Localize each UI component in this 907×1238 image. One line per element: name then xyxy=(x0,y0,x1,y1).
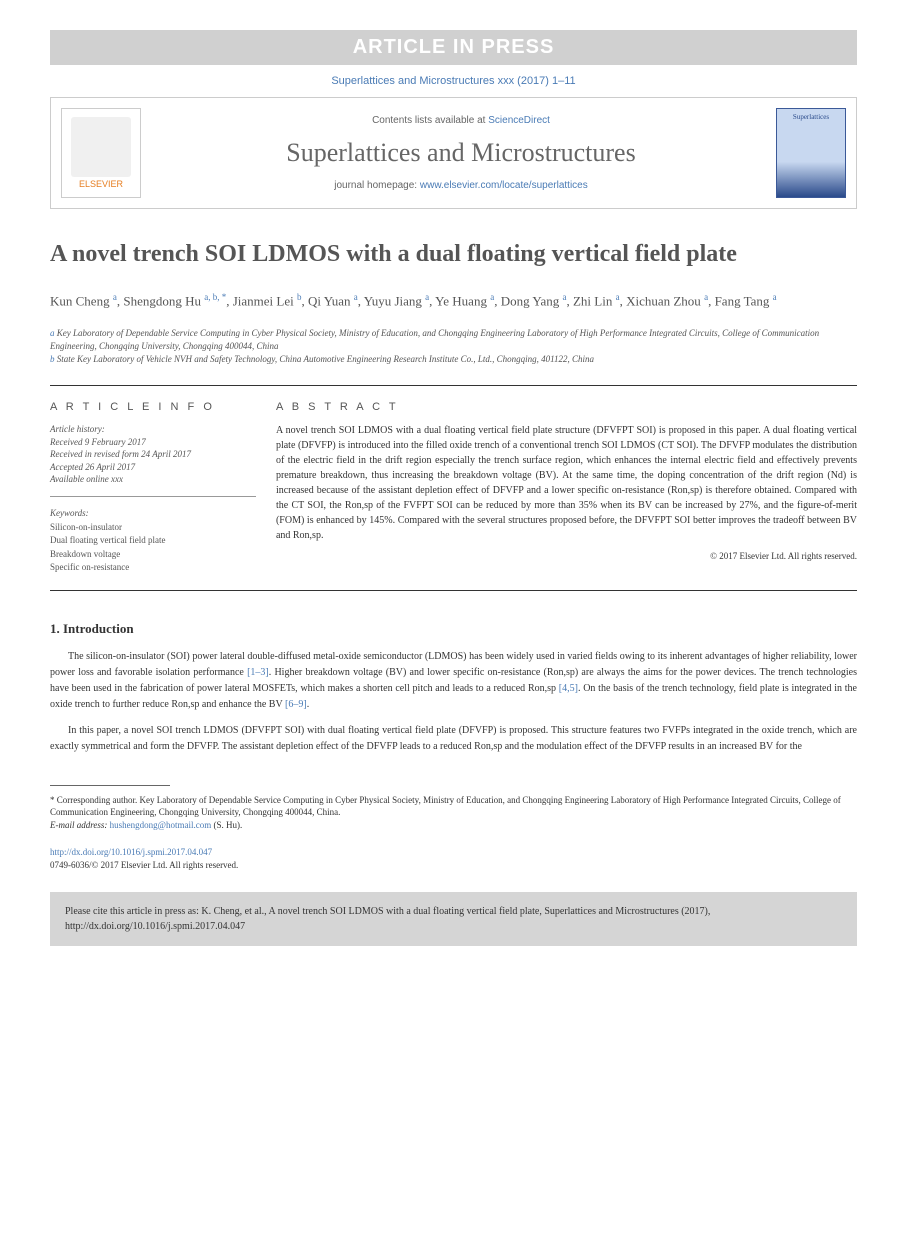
footnote-separator xyxy=(50,785,170,786)
journal-header: ELSEVIER Contents lists available at Sci… xyxy=(50,97,857,209)
intro-p2: In this paper, a novel SOI trench LDMOS … xyxy=(50,725,857,752)
contents-prefix: Contents lists available at xyxy=(372,115,488,126)
doi-link[interactable]: http://dx.doi.org/10.1016/j.spmi.2017.04… xyxy=(50,846,857,859)
doi-block: http://dx.doi.org/10.1016/j.spmi.2017.04… xyxy=(50,846,857,871)
article-history: Article history: Received 9 February 201… xyxy=(50,423,256,497)
footnote-email-link[interactable]: hushengdong@hotmail.com xyxy=(110,820,212,830)
affiliation-b: State Key Laboratory of Vehicle NVH and … xyxy=(57,354,594,364)
journal-reference: Superlattices and Microstructures xxx (2… xyxy=(50,65,857,97)
abstract-label: A B S T R A C T xyxy=(276,401,857,413)
homepage-prefix: journal homepage: xyxy=(334,180,420,191)
ref-4-5[interactable]: [4,5] xyxy=(559,683,578,694)
intro-paragraph-1: The silicon-on-insulator (SOI) power lat… xyxy=(50,649,857,713)
history-label: Article history: xyxy=(50,423,256,436)
affiliations: a Key Laboratory of Dependable Service C… xyxy=(50,327,857,365)
history-accepted: Accepted 26 April 2017 xyxy=(50,461,256,474)
author-list: Kun Cheng a, Shengdong Hu a, b, *, Jianm… xyxy=(50,290,857,312)
history-revised: Received in revised form 24 April 2017 xyxy=(50,448,256,461)
elsevier-name: ELSEVIER xyxy=(79,179,123,189)
elsevier-logo: ELSEVIER xyxy=(61,108,141,198)
article-info-label: A R T I C L E I N F O xyxy=(50,401,256,413)
history-online: Available online xxx xyxy=(50,473,256,486)
affiliation-a: Key Laboratory of Dependable Service Com… xyxy=(50,328,819,351)
abstract-copyright: © 2017 Elsevier Ltd. All rights reserved… xyxy=(276,551,857,561)
cover-title: Superlattices xyxy=(793,113,829,121)
cite-this-article-box: Please cite this article in press as: K.… xyxy=(50,892,857,946)
corresponding-author-footnote: * Corresponding author. Key Laboratory o… xyxy=(50,794,857,832)
homepage-line: journal homepage: www.elsevier.com/locat… xyxy=(156,180,766,191)
homepage-link[interactable]: www.elsevier.com/locate/superlattices xyxy=(420,180,588,191)
elsevier-tree-icon xyxy=(71,117,131,177)
info-abstract-row: A R T I C L E I N F O Article history: R… xyxy=(50,385,857,590)
doi-copyright: 0749-6036/© 2017 Elsevier Ltd. All right… xyxy=(50,859,857,872)
intro-heading: 1. Introduction xyxy=(50,621,857,637)
keyword-item: Specific on-resistance xyxy=(50,561,256,575)
article-title: A novel trench SOI LDMOS with a dual flo… xyxy=(50,239,857,270)
keyword-item: Breakdown voltage xyxy=(50,548,256,562)
sciencedirect-link[interactable]: ScienceDirect xyxy=(488,115,550,126)
keyword-item: Dual floating vertical field plate xyxy=(50,534,256,548)
contents-line: Contents lists available at ScienceDirec… xyxy=(156,115,766,126)
footnote-corr: * Corresponding author. Key Laboratory o… xyxy=(50,794,857,819)
keywords-label: Keywords: xyxy=(50,507,256,521)
keywords-block: Keywords: Silicon-on-insulatorDual float… xyxy=(50,507,256,575)
footnote-email-author: (S. Hu). xyxy=(211,820,242,830)
journal-cover-thumbnail: Superlattices xyxy=(776,108,846,198)
footnote-email-label: E-mail address: xyxy=(50,820,110,830)
intro-p1d: . xyxy=(307,699,310,710)
abstract-text: A novel trench SOI LDMOS with a dual flo… xyxy=(276,423,857,543)
ref-1-3[interactable]: [1–3] xyxy=(247,667,269,678)
ref-6-9[interactable]: [6–9] xyxy=(285,699,307,710)
keyword-item: Silicon-on-insulator xyxy=(50,521,256,535)
journal-name: Superlattices and Microstructures xyxy=(156,138,766,168)
history-received: Received 9 February 2017 xyxy=(50,436,256,449)
article-in-press-banner: ARTICLE IN PRESS xyxy=(50,30,857,65)
intro-paragraph-2: In this paper, a novel SOI trench LDMOS … xyxy=(50,723,857,755)
